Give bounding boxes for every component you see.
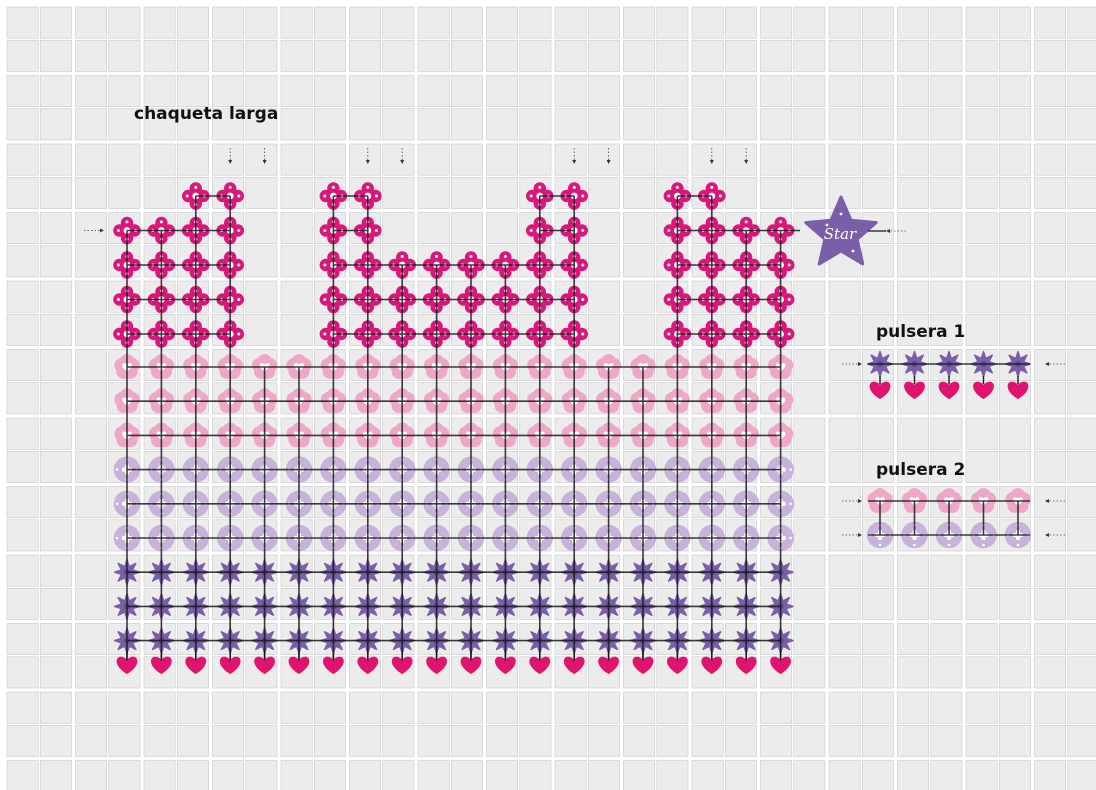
heart-charm-icon xyxy=(1007,376,1029,400)
heart-charm-icon xyxy=(904,376,925,400)
attach-arrow-left-icon xyxy=(886,229,906,233)
heart-charm-icon xyxy=(869,376,891,400)
attach-arrow-down-icon xyxy=(262,148,267,164)
bracelet-2-title: pulsera 2 xyxy=(876,460,966,480)
attach-arrow-right-icon xyxy=(842,362,862,366)
attach-arrow-down-icon xyxy=(400,148,405,164)
attach-arrow-right-icon xyxy=(842,499,862,503)
attach-arrow-left-icon xyxy=(1045,533,1065,537)
star-charm-text: Star xyxy=(824,225,857,243)
jacket-title: chaqueta larga xyxy=(134,104,279,124)
attach-arrow-down-icon xyxy=(709,148,714,164)
attach-arrow-left-icon xyxy=(1045,499,1065,503)
attach-arrow-down-icon xyxy=(606,148,611,164)
attach-arrow-down-icon xyxy=(228,148,233,164)
quatrefoil-flower-icon xyxy=(319,251,348,279)
attach-arrow-left-icon xyxy=(1045,362,1065,366)
flower-heart-icon xyxy=(901,488,928,513)
attach-arrow-down-icon xyxy=(365,148,370,164)
flower-heart-icon xyxy=(320,422,347,448)
heart-charm-icon xyxy=(938,376,960,400)
heart-charm-icon xyxy=(973,376,994,400)
star-charm-icon: Star xyxy=(804,195,878,266)
bracelet-1-title: pulsera 1 xyxy=(876,322,966,342)
attach-arrow-down-icon xyxy=(572,148,577,164)
jacket-links xyxy=(126,195,1030,661)
attach-arrow-right-icon xyxy=(84,228,104,233)
attach-arrow-down-icon xyxy=(744,148,749,164)
flower-heart-icon xyxy=(148,388,175,414)
flower-heart-icon xyxy=(251,388,278,414)
attach-arrow-right-icon xyxy=(842,533,862,537)
ring-disc-icon xyxy=(457,490,485,517)
